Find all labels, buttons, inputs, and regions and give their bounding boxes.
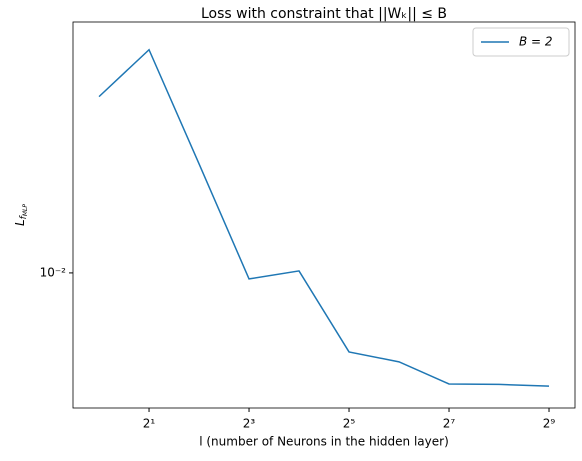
y-label-main: L: [13, 219, 27, 226]
x-tick-label: 2⁷: [443, 417, 456, 431]
x-tick-label: 2⁹: [543, 417, 556, 431]
x-tick-label: 2⁵: [343, 417, 356, 431]
y-tick-label: 10⁻²: [40, 265, 67, 279]
legend-box: [472, 27, 570, 57]
plot-frame: [72, 21, 576, 409]
y-axis-label: LfMLP: [13, 204, 29, 226]
y-label-subsub: MLP: [22, 204, 29, 217]
x-axis-label: l (number of Neurons in the hidden layer…: [199, 435, 449, 449]
x-tick-label: 2¹: [143, 417, 156, 431]
chart-title: Loss with constraint that ||Wₖ|| ≤ B: [201, 6, 447, 22]
line-series: [98, 48, 550, 387]
x-tick-label: 2³: [243, 417, 256, 431]
y-label-sub: f: [19, 214, 29, 219]
legend: B = 2: [472, 27, 570, 57]
legend-label: B = 2: [519, 35, 553, 49]
